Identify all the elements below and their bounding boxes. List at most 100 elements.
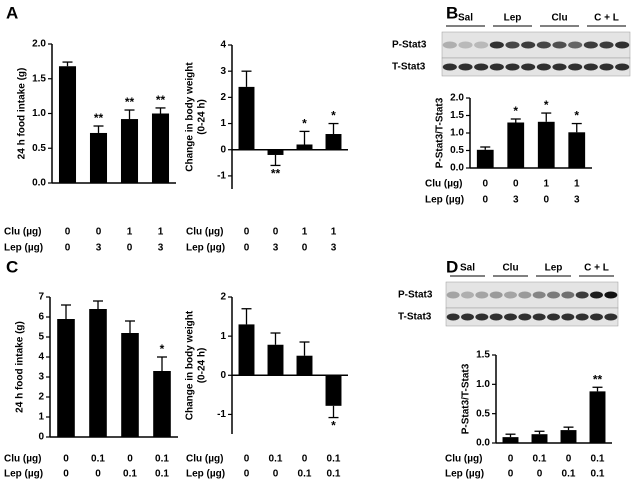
condition-value: 0.1 [91, 454, 105, 465]
y-tick-label: 1.5 [32, 73, 46, 84]
condition-value: 0.1 [591, 454, 605, 465]
blot-band [532, 313, 546, 321]
significance-label: ** [125, 95, 135, 109]
blot-band [599, 41, 614, 49]
blot-lane-label: C + L [594, 13, 619, 24]
condition-value: 0 [482, 179, 488, 190]
error-bar [571, 122, 582, 133]
condition-value: 0 [63, 469, 69, 480]
condition-value: 0.1 [269, 454, 283, 465]
y-tick-label: 2.0 [450, 93, 464, 104]
bar [89, 309, 107, 437]
bar [296, 144, 313, 150]
y-tick-label: 0.0 [476, 438, 490, 449]
condition-name: Lep (µg) [186, 469, 225, 480]
blot-band [552, 41, 567, 49]
condition-name: Lep (µg) [186, 243, 225, 254]
blot-band [615, 41, 630, 49]
blot-band [489, 41, 504, 49]
blot-band [561, 313, 575, 321]
error-bar [328, 405, 339, 419]
condition-value: 0.1 [327, 454, 341, 465]
bar [151, 113, 170, 183]
condition-value: 0 [244, 454, 250, 465]
y-tick-label: 3 [38, 372, 44, 383]
y-tick-label: 1.0 [450, 128, 464, 139]
blot-row-label: T-Stat3 [398, 312, 432, 323]
condition-value: 3 [574, 195, 580, 206]
condition-value: 0.1 [533, 454, 547, 465]
condition-value: 0 [482, 195, 488, 206]
condition-value: 0 [127, 243, 133, 254]
y-tick-label: 0.0 [32, 178, 46, 189]
y-tick-label: 0 [220, 370, 226, 381]
condition-value: 0.1 [591, 469, 605, 480]
blot-band [458, 63, 473, 71]
condition-value: 0.1 [155, 469, 169, 480]
blot-lane-label: Lep [545, 263, 563, 274]
significance-label: * [331, 109, 336, 123]
blot-band [489, 313, 503, 321]
y-tick-label: 2 [38, 392, 44, 403]
significance-label: * [574, 109, 579, 123]
blot-band [561, 291, 575, 299]
condition-value: 0.1 [327, 469, 341, 480]
condition-value: 0 [63, 454, 69, 465]
condition-value: 0 [273, 227, 279, 238]
y-tick-label: 0.0 [450, 163, 464, 174]
panel-label: C [6, 257, 18, 276]
error-bar [124, 109, 135, 120]
error-bar [270, 154, 281, 167]
condition-value: 0 [244, 469, 250, 480]
bar [238, 324, 255, 376]
error-bar [505, 433, 516, 438]
condition-name: Clu (µg) [4, 454, 41, 465]
y-tick-label: 2 [220, 292, 226, 303]
bar [476, 149, 494, 168]
error-bar [157, 356, 167, 371]
blot-band [615, 63, 630, 71]
y-axis-label: (0-24 h) [197, 99, 208, 135]
significance-label: ** [593, 372, 603, 386]
y-tick-label: 1.5 [450, 110, 464, 121]
y-tick-label: 4 [220, 40, 226, 51]
y-tick-label: 3 [220, 66, 226, 77]
error-bar [510, 118, 521, 123]
significance-label: * [302, 117, 307, 131]
significance-label: * [513, 104, 518, 118]
error-bar [299, 341, 310, 356]
blot-band [505, 63, 520, 71]
significance-label: ** [94, 111, 104, 125]
error-bar [93, 125, 104, 133]
error-bar [62, 61, 73, 67]
blot-band [446, 313, 460, 321]
blot-lane-label: C + L [584, 263, 609, 274]
condition-value: 0 [65, 243, 71, 254]
condition-value: 0.1 [155, 454, 169, 465]
blot-band [446, 291, 460, 299]
y-tick-label: 2 [220, 92, 226, 103]
blot-row-label: P-Stat3 [392, 40, 427, 51]
bar [57, 319, 75, 437]
bar [89, 132, 108, 183]
bar [238, 86, 255, 150]
error-bar [125, 320, 135, 333]
y-tick-label: 0 [220, 144, 226, 155]
condition-name: Lep (µg) [4, 243, 43, 254]
condition-value: 1 [331, 227, 337, 238]
blot-band [547, 291, 560, 299]
condition-value: 0 [513, 179, 519, 190]
bar [296, 355, 313, 376]
blot-band [575, 313, 589, 321]
blot-band [518, 291, 532, 299]
condition-value: 3 [96, 243, 102, 254]
condition-value: 1 [574, 179, 580, 190]
condition-name: Clu (µg) [4, 227, 41, 238]
bar [325, 375, 342, 406]
blot-band [552, 63, 567, 71]
condition-value: 3 [273, 243, 279, 254]
blot-band [504, 313, 517, 321]
error-bar [480, 146, 491, 150]
y-tick-label: 1 [38, 412, 44, 423]
